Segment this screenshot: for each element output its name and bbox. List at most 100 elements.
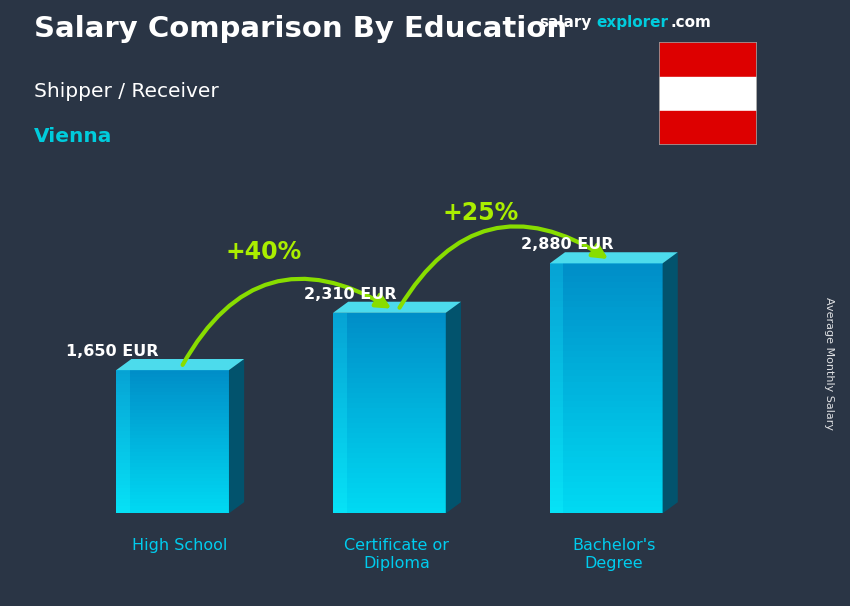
Polygon shape <box>550 426 663 432</box>
Polygon shape <box>116 502 229 506</box>
Polygon shape <box>550 364 663 370</box>
Polygon shape <box>333 508 347 513</box>
Polygon shape <box>550 252 677 264</box>
Polygon shape <box>116 467 130 470</box>
Polygon shape <box>550 301 564 307</box>
Text: Salary Comparison By Education: Salary Comparison By Education <box>34 15 567 43</box>
Polygon shape <box>333 403 445 408</box>
Polygon shape <box>550 376 663 382</box>
Polygon shape <box>116 402 229 406</box>
Polygon shape <box>116 381 229 384</box>
Polygon shape <box>550 488 564 494</box>
Polygon shape <box>116 506 229 510</box>
Polygon shape <box>550 332 663 338</box>
Polygon shape <box>116 431 130 435</box>
Polygon shape <box>116 499 130 502</box>
Polygon shape <box>550 270 663 276</box>
Polygon shape <box>333 478 347 483</box>
Polygon shape <box>550 357 663 364</box>
Polygon shape <box>550 270 564 276</box>
Polygon shape <box>550 494 564 501</box>
Polygon shape <box>116 442 130 445</box>
Polygon shape <box>550 432 663 438</box>
Polygon shape <box>550 395 663 401</box>
Polygon shape <box>229 359 244 513</box>
Polygon shape <box>333 418 445 423</box>
Polygon shape <box>116 388 229 391</box>
Polygon shape <box>333 428 445 433</box>
Polygon shape <box>550 307 663 313</box>
Text: Shipper / Receiver: Shipper / Receiver <box>34 82 218 101</box>
Polygon shape <box>550 282 663 288</box>
Polygon shape <box>550 307 564 313</box>
Polygon shape <box>116 456 130 459</box>
Polygon shape <box>116 424 229 427</box>
Polygon shape <box>116 384 229 388</box>
Polygon shape <box>333 368 445 373</box>
Polygon shape <box>116 391 229 395</box>
Polygon shape <box>333 448 347 453</box>
Polygon shape <box>116 453 130 456</box>
Polygon shape <box>333 393 445 398</box>
Polygon shape <box>550 282 564 288</box>
Polygon shape <box>550 388 564 395</box>
Polygon shape <box>333 338 445 343</box>
Polygon shape <box>550 470 564 476</box>
Polygon shape <box>550 407 564 413</box>
Polygon shape <box>550 313 663 319</box>
Polygon shape <box>116 435 229 438</box>
Polygon shape <box>116 402 130 406</box>
Polygon shape <box>333 453 445 458</box>
Polygon shape <box>116 445 130 449</box>
Polygon shape <box>116 492 130 496</box>
Polygon shape <box>116 413 130 417</box>
Polygon shape <box>116 438 130 442</box>
Polygon shape <box>333 458 347 463</box>
Polygon shape <box>333 488 445 493</box>
Polygon shape <box>333 493 347 498</box>
Polygon shape <box>333 473 347 478</box>
Polygon shape <box>333 313 347 318</box>
Text: +40%: +40% <box>225 240 302 264</box>
Polygon shape <box>550 370 663 376</box>
Polygon shape <box>550 482 663 488</box>
Polygon shape <box>333 443 347 448</box>
Polygon shape <box>333 383 445 388</box>
Polygon shape <box>550 464 564 470</box>
Polygon shape <box>333 323 347 328</box>
Polygon shape <box>116 384 130 388</box>
Polygon shape <box>333 504 445 508</box>
Polygon shape <box>333 498 347 504</box>
Polygon shape <box>333 328 347 333</box>
Polygon shape <box>550 395 564 401</box>
Text: salary: salary <box>540 15 592 30</box>
Polygon shape <box>550 413 564 419</box>
Polygon shape <box>333 493 445 498</box>
Polygon shape <box>333 498 445 504</box>
Polygon shape <box>333 413 347 418</box>
Polygon shape <box>116 499 229 502</box>
Polygon shape <box>333 363 445 368</box>
Polygon shape <box>333 383 347 388</box>
Polygon shape <box>550 288 663 295</box>
Polygon shape <box>550 501 663 507</box>
Polygon shape <box>550 476 564 482</box>
Polygon shape <box>116 459 130 463</box>
Polygon shape <box>333 333 347 338</box>
Polygon shape <box>333 453 347 458</box>
Polygon shape <box>116 470 130 474</box>
Polygon shape <box>116 459 229 463</box>
Polygon shape <box>116 485 229 488</box>
Polygon shape <box>116 381 130 384</box>
Polygon shape <box>333 448 445 453</box>
Polygon shape <box>550 401 663 407</box>
Polygon shape <box>550 401 564 407</box>
Polygon shape <box>116 438 229 442</box>
Polygon shape <box>116 395 130 399</box>
Polygon shape <box>333 463 347 468</box>
Polygon shape <box>550 264 663 270</box>
Polygon shape <box>550 357 564 364</box>
Polygon shape <box>333 504 347 508</box>
Polygon shape <box>550 438 663 445</box>
Text: explorer: explorer <box>597 15 669 30</box>
